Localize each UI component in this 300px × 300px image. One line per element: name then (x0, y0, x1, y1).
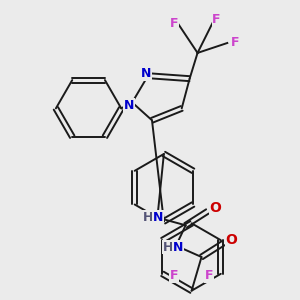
Text: N: N (153, 211, 163, 224)
Text: N: N (172, 241, 183, 254)
Text: F: F (170, 269, 178, 282)
Text: F: F (169, 17, 178, 30)
Text: H: H (143, 211, 153, 224)
Text: N: N (141, 67, 151, 80)
Text: H: H (163, 241, 173, 254)
Text: F: F (205, 269, 213, 282)
Text: O: O (225, 233, 237, 247)
Text: O: O (209, 202, 221, 215)
Text: N: N (124, 99, 134, 112)
Text: F: F (212, 13, 220, 26)
Text: F: F (231, 37, 239, 50)
